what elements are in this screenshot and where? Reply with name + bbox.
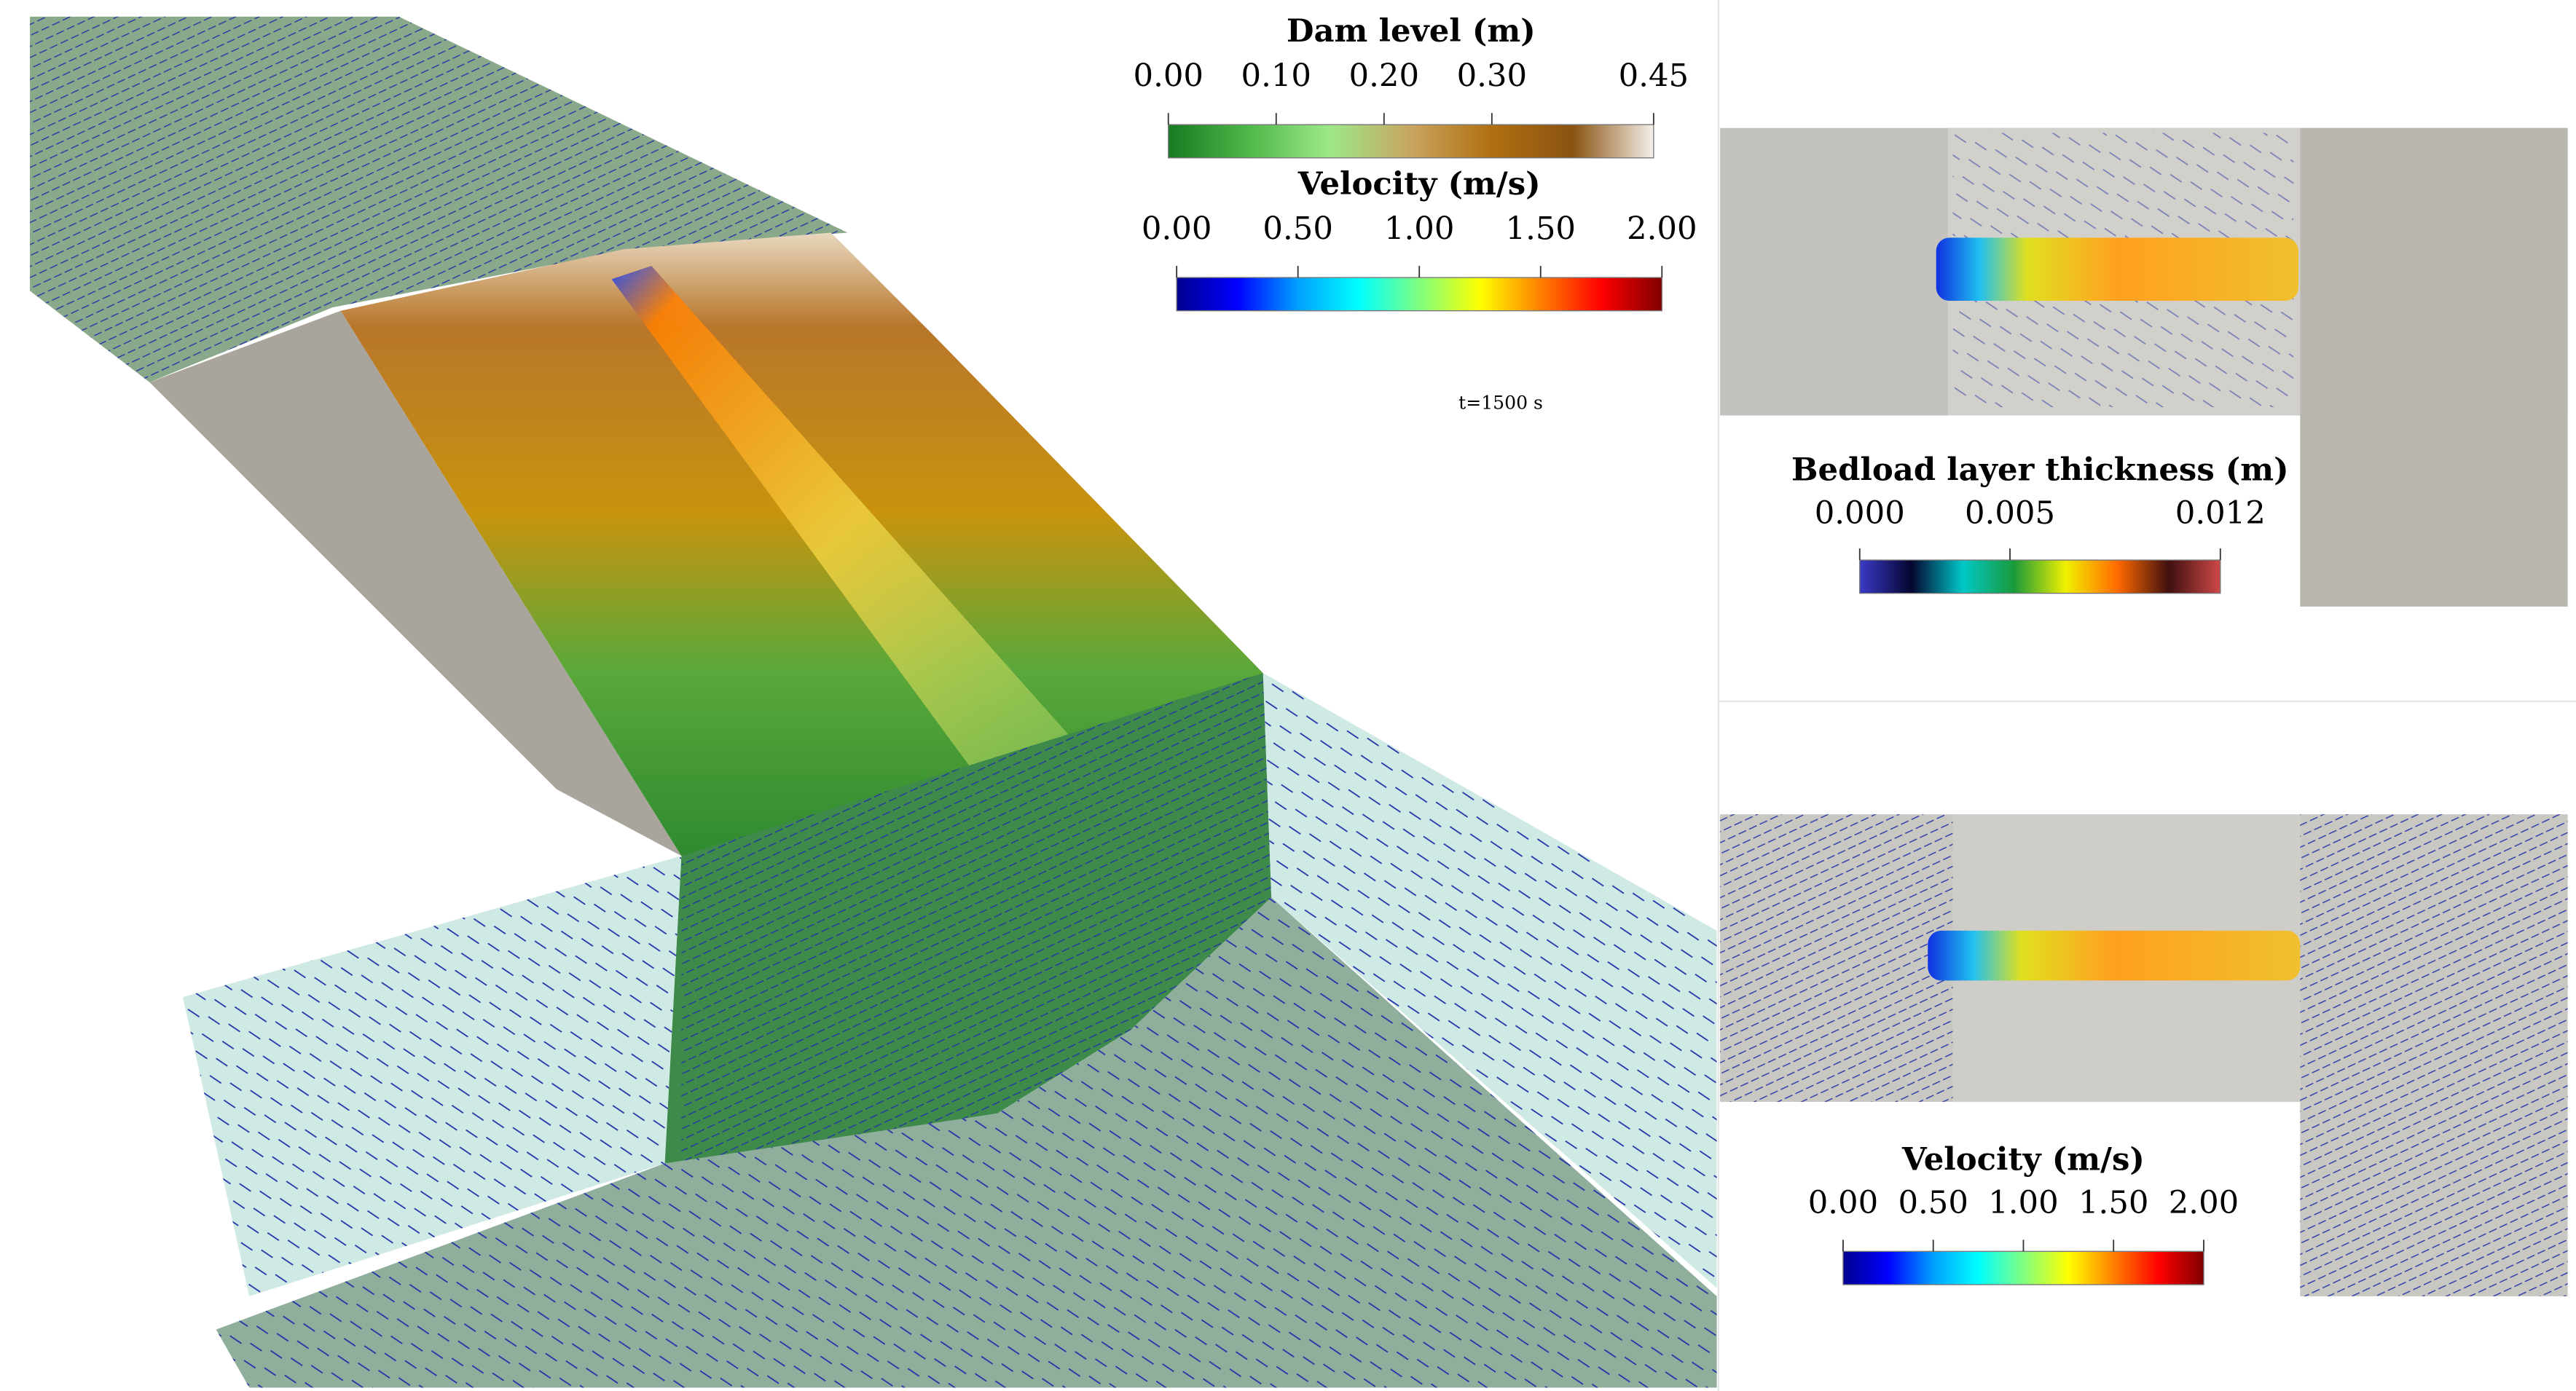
colorbar-tick-label: 1.50	[1506, 211, 1576, 248]
flow-arrows	[1720, 814, 1953, 1102]
colorbar-tick-label: 2.00	[2169, 1185, 2239, 1221]
colorbar-gradient	[1842, 1250, 2204, 1285]
upstream-arrows	[30, 16, 848, 382]
velocity-jet	[1928, 930, 2301, 981]
colorbar-tick-label: 1.00	[1384, 211, 1455, 248]
colorbar-tick-label: 2.00	[1627, 211, 1697, 248]
colorbar-tick-label: 1.00	[1988, 1185, 2059, 1221]
side-wall	[149, 310, 682, 856]
colorbar-tick-label: 0.000	[1815, 495, 1905, 532]
floor-arrows	[216, 897, 1717, 1388]
colorbar-tick-label: 0.20	[1349, 58, 1420, 95]
terrain	[2300, 127, 2568, 607]
colorbar-tick-label: 0.50	[1898, 1185, 1968, 1221]
colorbar-tick-label: 0.00	[1142, 211, 1212, 248]
colorbar-title: Bedload layer thickness (m)	[1791, 451, 2289, 488]
colorbar-tick-label: 1.50	[2078, 1185, 2149, 1221]
colorbars: Dam level (m) 0.00 0.10 0.20 0.30 0.45 Velocit…	[1133, 12, 2289, 1285]
top-view-velocity	[1720, 814, 2568, 1296]
colorbar-title: Dam level (m)	[1287, 12, 1536, 50]
colorbar-tick-label: 0.45	[1619, 58, 1689, 95]
time-label: t=1500 s	[1458, 392, 1543, 413]
colorbar-tick-label: 0.10	[1241, 58, 1312, 95]
right-arrows	[1263, 673, 1717, 1288]
bedload-jet	[1936, 237, 2299, 302]
colorbar: Velocity (m/s) 0.00 0.50 1.00 1.50 2.00	[1808, 1140, 2239, 1285]
colorbar: Bedload layer thickness (m) 0.000 0.005 0.0…	[1791, 451, 2289, 594]
left-arrows	[182, 856, 682, 1296]
top-view-bedload	[1720, 127, 2568, 607]
colorbar-gradient	[1859, 559, 2221, 594]
colorbar-title: Velocity (m/s)	[1901, 1140, 2145, 1178]
colorbar-tick-label: 0.012	[2175, 495, 2266, 532]
colorbar-title: Velocity (m/s)	[1297, 165, 1541, 202]
colorbar-tick-label: 0.005	[1965, 495, 2055, 532]
colorbar-gradient	[1176, 277, 1662, 312]
front-arrows	[681, 673, 1272, 1164]
breach-jet	[611, 266, 1080, 781]
main-3d-view	[30, 16, 1717, 1388]
colorbar: Dam level (m) 0.00 0.10 0.20 0.30 0.45	[1133, 12, 1689, 159]
colorbar-gradient	[1168, 124, 1654, 159]
flow-arrows	[2300, 814, 2568, 1296]
colorbar-tick-label: 0.00	[1133, 58, 1203, 95]
colorbar-tick-label: 0.30	[1457, 58, 1528, 95]
colorbar: Velocity (m/s) 0.00 0.50 1.00 1.50 2.00	[1142, 165, 1697, 312]
colorbar-tick-label: 0.50	[1263, 211, 1333, 248]
colorbar-tick-label: 0.00	[1808, 1185, 1879, 1221]
